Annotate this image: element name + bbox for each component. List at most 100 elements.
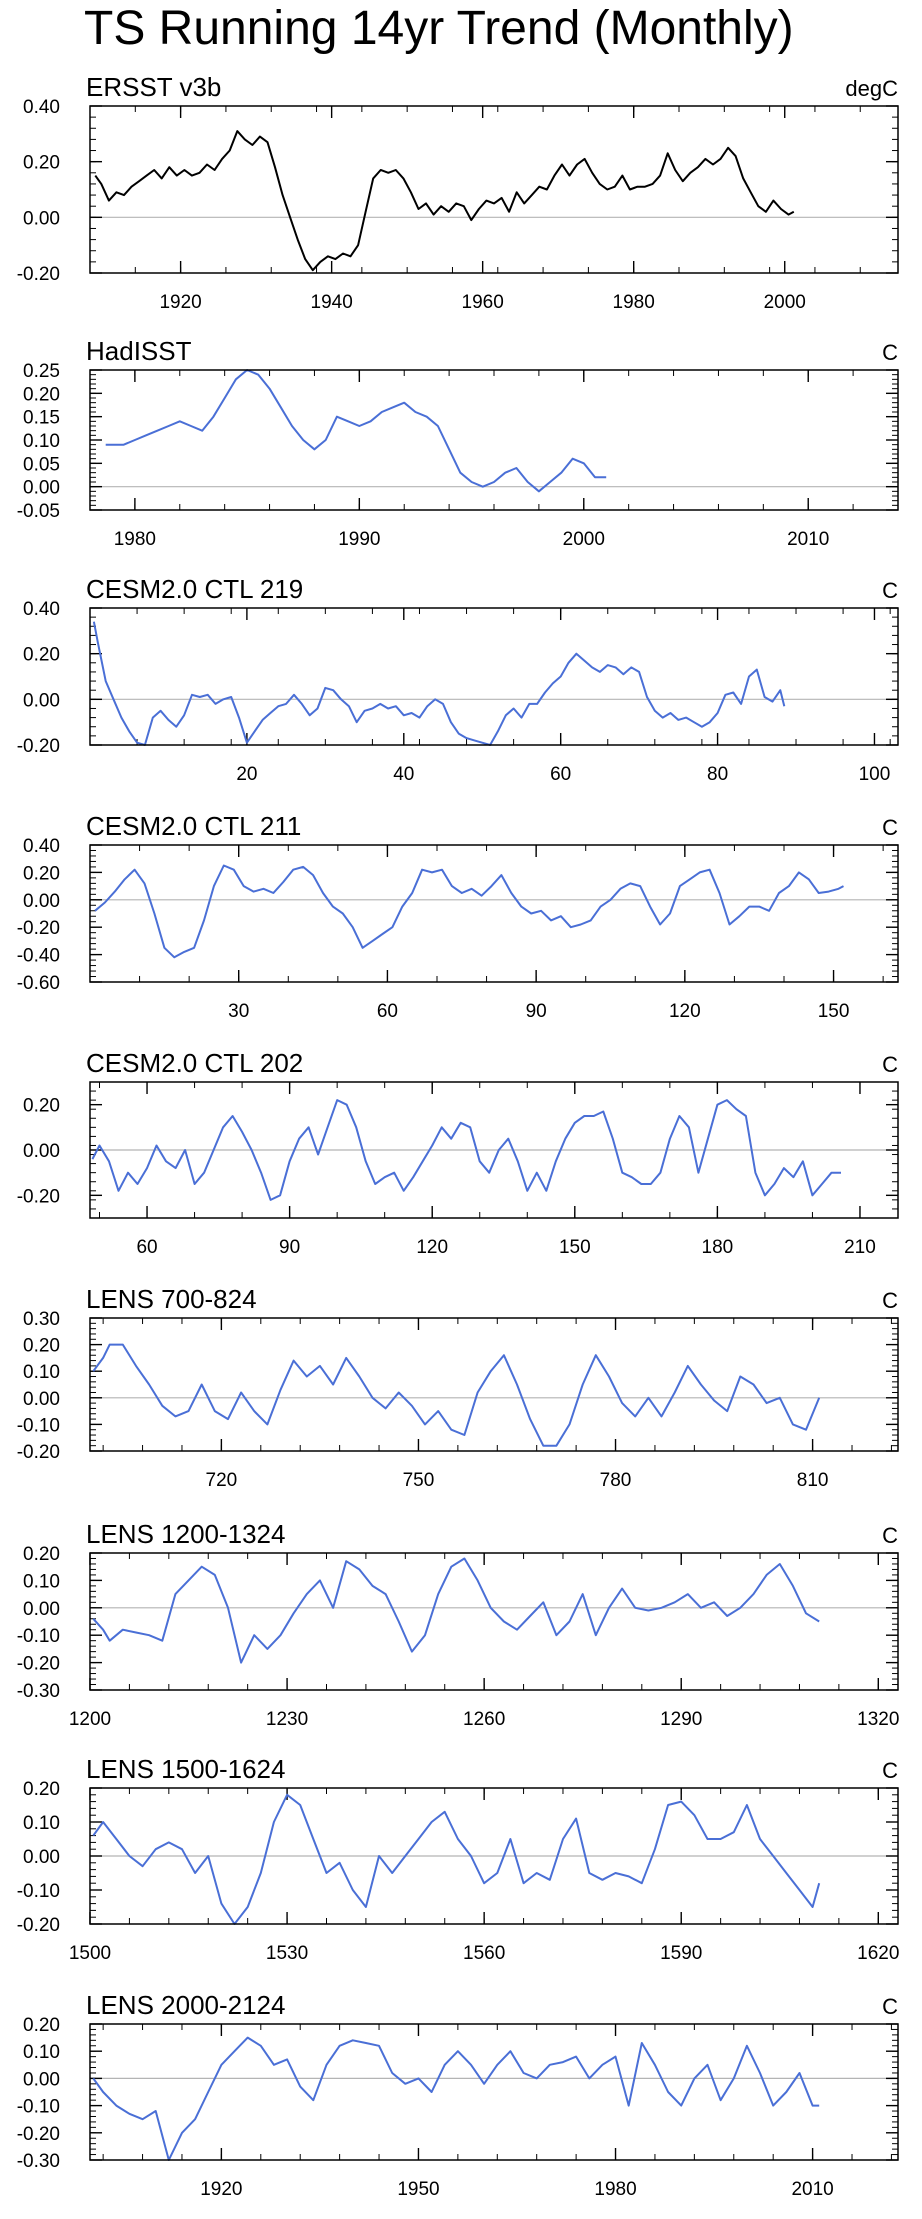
- y-tick-label: -0.10: [17, 1626, 60, 1647]
- y-tick-label: 0.20: [23, 1336, 60, 1357]
- x-tick-label: 2010: [791, 2179, 833, 2200]
- units-label: C: [882, 1288, 898, 1313]
- y-tick-label: -0.20: [17, 1915, 60, 1936]
- panel-title: LENS 1500-1624: [86, 1754, 285, 1784]
- y-tick-label: 0.10: [23, 1571, 60, 1592]
- panel-9: LENS 2000-2124 C 1920 1950 1980 2010 -0.30 -0.2…: [17, 1990, 899, 2200]
- panel-title: CESM2.0 CTL 202: [86, 1048, 303, 1078]
- plot-frame: [89, 2023, 899, 2161]
- y-tick-label: -0.20: [17, 918, 60, 939]
- units-label: C: [882, 815, 898, 840]
- x-tick-label: 1530: [266, 1943, 308, 1964]
- units-label: C: [882, 578, 898, 603]
- panel-title: LENS 1200-1324: [86, 1519, 285, 1549]
- x-tick-label: 1230: [266, 1709, 308, 1730]
- units-label: C: [882, 1052, 898, 1077]
- series-line: [105, 369, 607, 493]
- panel-7: LENS 1200-1324 C 1200 1230 1260 1290 1320 -0.30…: [17, 1519, 900, 1730]
- x-tick-label: 1320: [857, 1709, 899, 1730]
- panel-4: CESM2.0 CTL 211 C 30 60 90 120 150 -0.60 -0.40 -0…: [17, 811, 899, 1022]
- x-tick-label: 720: [206, 1470, 238, 1491]
- panel-6: LENS 700-824 C 720 750 780 810 -0.20 -0.10 0.00 0…: [17, 1284, 899, 1491]
- y-tick-label: -0.40: [17, 946, 60, 967]
- y-tick-label: -0.30: [17, 2151, 60, 2172]
- series-line: [94, 130, 795, 272]
- y-tick-label: 0.20: [23, 1544, 60, 1565]
- units-label: degC: [845, 76, 898, 101]
- y-tick-label: 0.15: [23, 408, 60, 429]
- units-label: C: [882, 1758, 898, 1783]
- plot-frame: [89, 1081, 899, 1219]
- x-tick-label: 150: [818, 1001, 850, 1022]
- series-line: [91, 1099, 841, 1201]
- plot-frame: [89, 1787, 899, 1925]
- x-tick-label: 1290: [660, 1709, 702, 1730]
- y-tick-label: 0.00: [23, 1389, 60, 1410]
- series-line: [92, 1557, 820, 1664]
- x-tick-label: 1590: [660, 1943, 702, 1964]
- plot-frame: [89, 1317, 899, 1452]
- panel-8: LENS 1500-1624 C 1500 1530 1560 1590 1620 -0.20…: [17, 1754, 900, 1964]
- y-tick-label: 0.00: [23, 690, 60, 711]
- x-tick-label: 80: [707, 764, 728, 785]
- x-tick-label: 40: [393, 764, 414, 785]
- x-tick-label: 100: [859, 764, 891, 785]
- series-line: [92, 621, 786, 746]
- plot-frame: [89, 1552, 899, 1691]
- y-tick-label: 0.20: [23, 2015, 60, 2036]
- x-tick-label: 2000: [563, 529, 605, 550]
- plot-frame: [89, 369, 899, 511]
- x-tick-label: 1560: [463, 1943, 505, 1964]
- x-tick-label: 210: [844, 1237, 876, 1258]
- panel-title: CESM2.0 CTL 219: [86, 574, 303, 604]
- units-label: C: [882, 1523, 898, 1548]
- x-tick-label: 1620: [857, 1943, 899, 1964]
- y-tick-label: 0.10: [23, 431, 60, 452]
- y-tick-label: -0.10: [17, 1881, 60, 1902]
- panel-5: CESM2.0 CTL 202 C 60 90 120 150 180 210 -0.20 0.0…: [17, 1048, 899, 1258]
- panel-title: CESM2.0 CTL 211: [86, 811, 301, 841]
- y-tick-label: 0.00: [23, 2069, 60, 2090]
- y-tick-label: 0.20: [23, 1779, 60, 1800]
- plot-frame: [89, 105, 899, 274]
- y-tick-label: 0.20: [23, 384, 60, 405]
- x-tick-label: 1950: [397, 2179, 439, 2200]
- x-tick-label: 1980: [613, 292, 655, 313]
- x-tick-label: 750: [403, 1470, 435, 1491]
- y-tick-label: 0.00: [23, 1599, 60, 1620]
- x-tick-label: 90: [279, 1237, 300, 1258]
- y-tick-label: -0.30: [17, 1681, 60, 1702]
- x-tick-label: 1920: [200, 2179, 242, 2200]
- y-tick-label: 0.20: [23, 153, 60, 174]
- x-tick-label: 60: [550, 764, 571, 785]
- y-tick-label: 0.00: [23, 208, 60, 229]
- series-line: [92, 1343, 821, 1447]
- x-tick-label: 20: [236, 764, 257, 785]
- y-tick-label: 0.10: [23, 2042, 60, 2063]
- y-tick-label: 0.00: [23, 1141, 60, 1162]
- x-tick-label: 90: [526, 1001, 547, 1022]
- y-tick-label: 0.20: [23, 645, 60, 666]
- plot-frame: [89, 607, 899, 746]
- x-tick-label: 2010: [787, 529, 829, 550]
- x-tick-label: 780: [600, 1470, 632, 1491]
- y-tick-label: 0.00: [23, 478, 60, 499]
- series-line: [94, 864, 844, 959]
- x-tick-label: 1200: [69, 1709, 111, 1730]
- y-tick-label: -0.10: [17, 1415, 60, 1436]
- y-tick-label: 0.20: [23, 863, 60, 884]
- y-tick-label: -0.05: [17, 501, 60, 522]
- y-tick-label: -0.60: [17, 973, 60, 994]
- y-tick-label: -0.20: [17, 1654, 60, 1675]
- y-tick-label: 0.10: [23, 1813, 60, 1834]
- panel-title: LENS 700-824: [86, 1284, 257, 1314]
- y-tick-label: -0.20: [17, 264, 60, 285]
- y-tick-label: -0.20: [17, 1442, 60, 1463]
- y-tick-label: 0.20: [23, 1096, 60, 1117]
- x-tick-label: 120: [669, 1001, 701, 1022]
- panel-title: LENS 2000-2124: [86, 1990, 285, 2020]
- panel-title: ERSST v3b: [86, 72, 221, 102]
- x-tick-label: 120: [416, 1237, 448, 1258]
- y-tick-label: 0.40: [23, 599, 60, 620]
